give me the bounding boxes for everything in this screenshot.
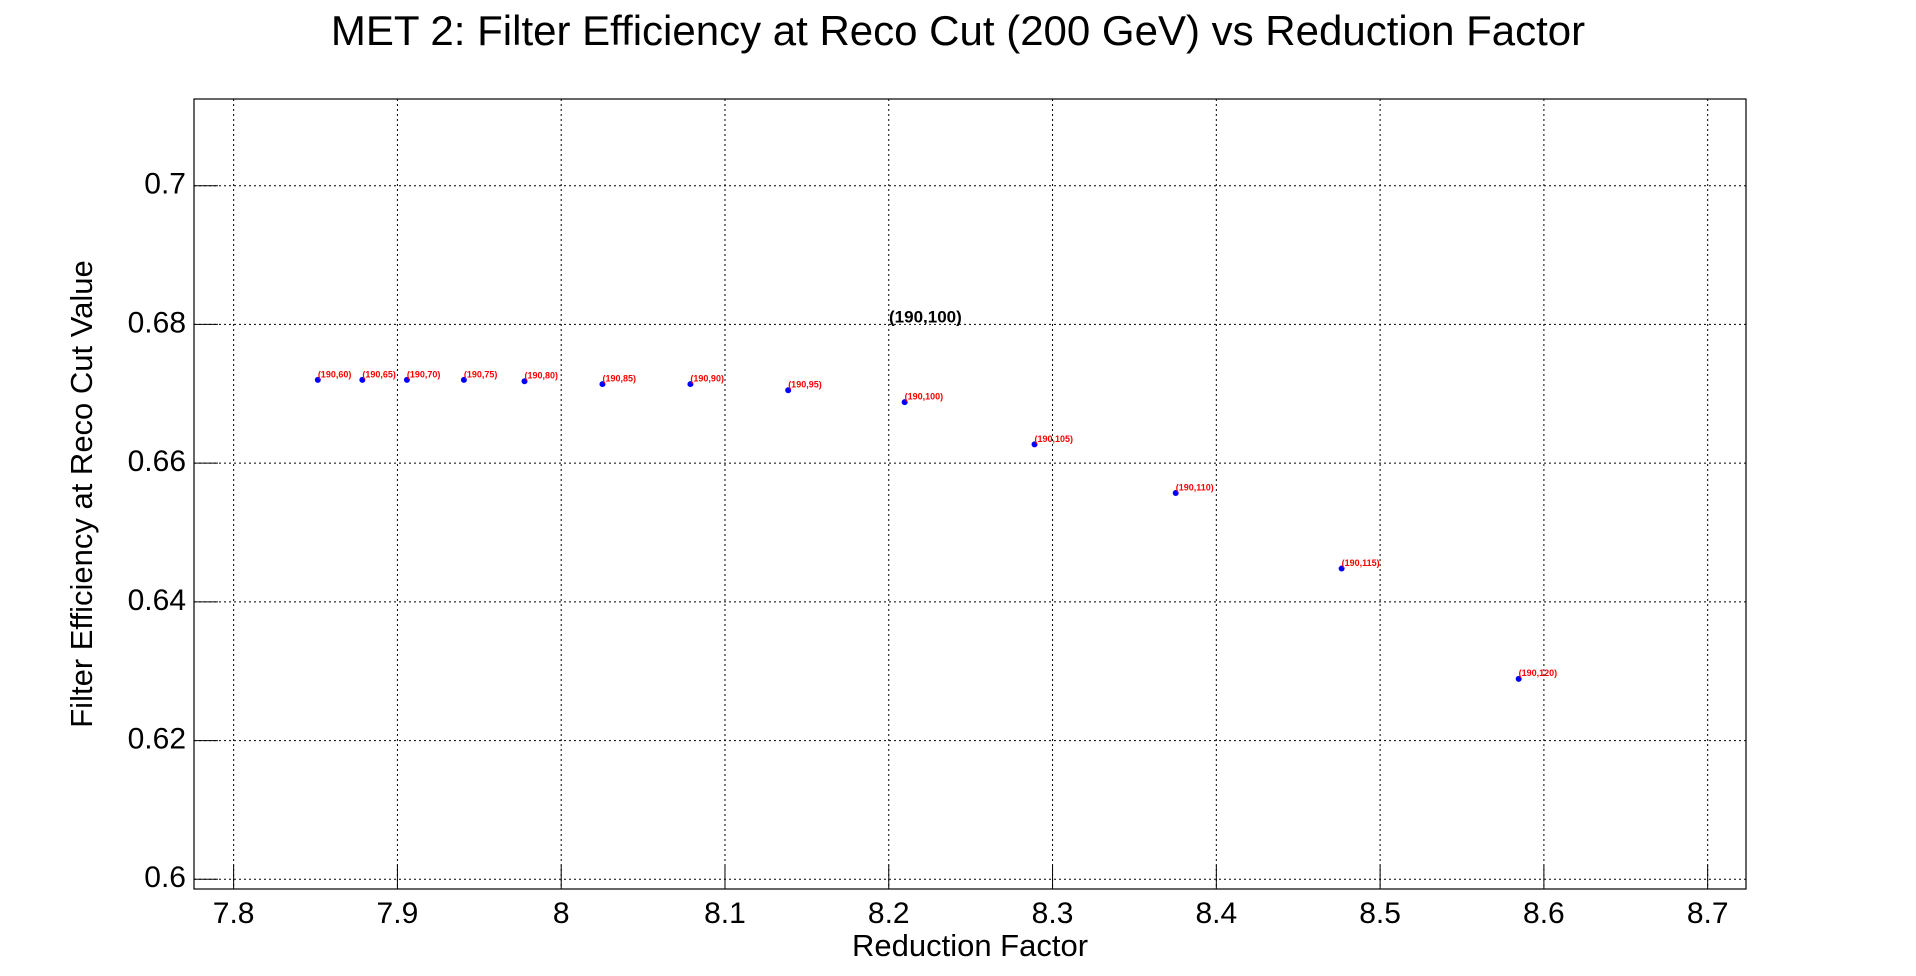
point xyxy=(314,376,321,383)
x-tick-label: 8.3 xyxy=(1032,897,1074,930)
point-label: (190,115) xyxy=(1342,558,1380,568)
plot-frame xyxy=(193,98,1747,890)
x-tick-label: 8.1 xyxy=(704,897,746,930)
point-label: (190,70) xyxy=(407,369,441,379)
y-tick-label: 0.66 xyxy=(128,445,186,478)
point xyxy=(460,376,467,383)
y-tick-label: 0.64 xyxy=(128,584,186,617)
y-tick-label: 0.6 xyxy=(144,861,186,894)
x-tick-label: 8.5 xyxy=(1359,897,1401,930)
point xyxy=(1515,675,1522,682)
point-label: (190,80) xyxy=(525,371,559,381)
y-tick-label: 0.7 xyxy=(144,168,186,201)
point xyxy=(1338,565,1345,572)
point-label: (190,75) xyxy=(464,369,498,379)
point xyxy=(359,376,366,383)
point xyxy=(687,381,694,388)
x-tick-label: 8 xyxy=(553,897,570,930)
chart-title: MET 2: Filter Efficiency at Reco Cut (20… xyxy=(331,7,1585,54)
x-tick-label: 8.7 xyxy=(1687,897,1729,930)
point-label: (190,60) xyxy=(318,369,352,379)
point xyxy=(521,378,528,385)
point xyxy=(403,376,410,383)
point-label: (190,120) xyxy=(1519,668,1558,678)
x-tick-label: 8.6 xyxy=(1523,897,1565,930)
point-label: (190,105) xyxy=(1035,434,1074,444)
point xyxy=(599,381,606,388)
y-tick-label: 0.68 xyxy=(128,306,186,339)
point xyxy=(901,399,908,406)
point xyxy=(1172,489,1179,496)
point-label: (190,65) xyxy=(362,369,396,379)
annotation: (190,100) xyxy=(889,307,962,326)
x-tick-label: 7.8 xyxy=(213,897,255,930)
x-tick-label: 8.4 xyxy=(1195,897,1237,930)
point-label: (190,100) xyxy=(905,391,944,401)
point xyxy=(785,387,792,394)
y-tick-label: 0.62 xyxy=(128,722,186,755)
point-label: (190,95) xyxy=(788,380,822,390)
point-label: (190,110) xyxy=(1176,482,1214,492)
point-label: (190,90) xyxy=(690,373,724,383)
x-tick-label: 7.9 xyxy=(377,897,419,930)
x-axis-title: Reduction Factor xyxy=(852,928,1088,963)
point-label: (190,85) xyxy=(602,373,636,383)
x-tick-label: 8.2 xyxy=(868,897,910,930)
point xyxy=(1031,441,1038,448)
y-axis-title: Filter Efficiency at Reco Cut Value xyxy=(64,260,99,728)
